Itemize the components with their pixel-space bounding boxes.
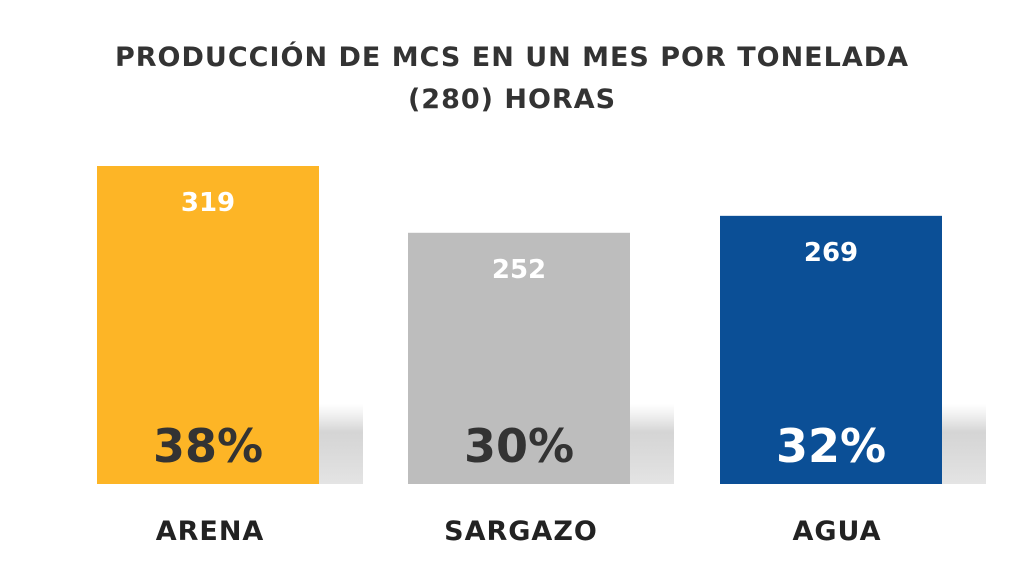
bar-agua	[720, 215, 942, 484]
value-label: 269	[804, 238, 858, 268]
value-label: 252	[492, 255, 546, 285]
percent-label: 38%	[153, 419, 263, 473]
chart-title-line-1: PRODUCCIÓN DE MCS EN UN MES POR TONELADA	[114, 42, 910, 73]
chart-title-line-2: (280) HORAS	[407, 84, 617, 115]
category-label: AGUA	[792, 516, 881, 547]
percent-label: 32%	[776, 419, 886, 473]
bar-arena	[97, 166, 319, 484]
category-label: SARGAZO	[444, 516, 598, 547]
percent-label: 30%	[464, 419, 574, 473]
category-label: ARENA	[156, 516, 265, 547]
value-label: 319	[181, 188, 235, 218]
bar-sargazo	[408, 232, 630, 484]
